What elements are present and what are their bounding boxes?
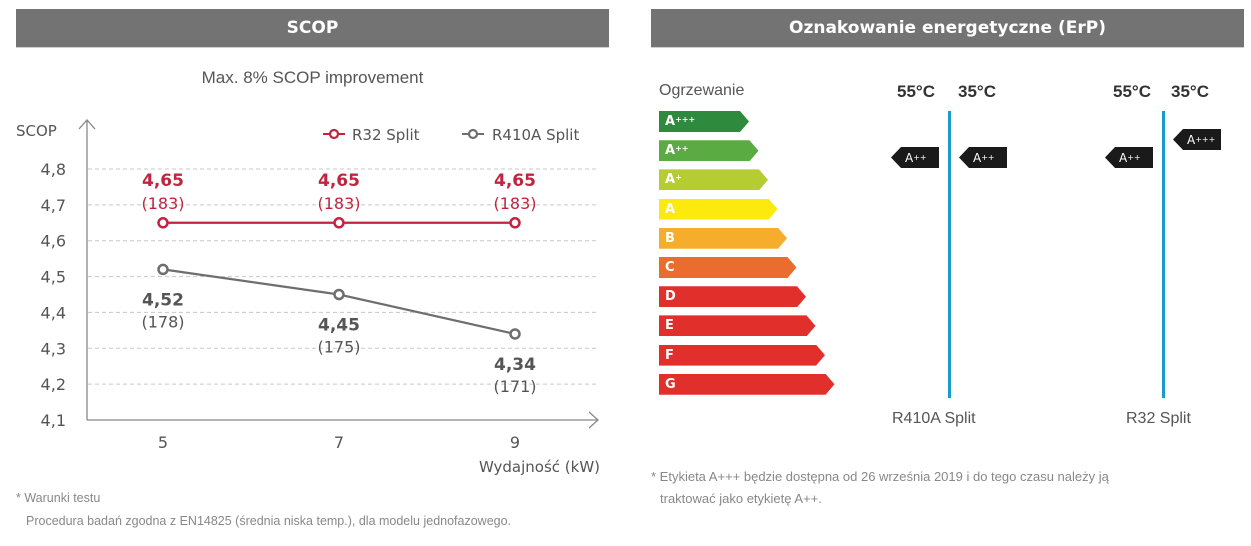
energy-class-plus: + <box>675 172 682 182</box>
legend-item-r32: R32 Split <box>323 126 420 144</box>
data-label-subvalue: (171) <box>493 377 536 396</box>
y-tick-label: 4,5 <box>41 268 66 287</box>
energy-class-letter: A <box>665 143 676 159</box>
scop-line-chart: 4,8 4,7 4,6 4,5 4,4 4,3 4,2 4,1 5 7 9 SCOP Wydajn… <box>16 119 600 476</box>
energy-class-bar: G <box>659 374 835 395</box>
x-axis-arrow <box>588 411 599 429</box>
energy-class-letter: E <box>665 318 674 334</box>
data-point <box>333 217 345 229</box>
data-label-subvalue: (183) <box>317 194 360 213</box>
x-tick-label: 9 <box>510 433 520 452</box>
erp-footnote-line2: traktować jako etykietę A++. <box>660 491 822 506</box>
energy-class-bar: D <box>659 286 806 307</box>
data-label-value: 4,34 <box>494 355 536 375</box>
data-label-value: 4,52 <box>142 290 184 310</box>
series-r32: 4,65 (183) 4,65 (183) 4,65 (183) <box>141 171 537 229</box>
energy-class-plus: +++ <box>675 114 696 124</box>
y-axis-label: SCOP <box>16 122 57 140</box>
energy-class-letter: G <box>665 376 676 392</box>
data-label-subvalue: (183) <box>141 194 184 213</box>
rating-sup: +++ <box>1195 134 1216 144</box>
data-point <box>157 217 169 229</box>
rating-tag-r32-35: A +++ <box>1173 129 1221 150</box>
y-tick-labels: 4,8 4,7 4,6 4,5 4,4 4,3 4,2 4,1 <box>41 160 66 430</box>
scop-header: SCOP <box>16 9 609 48</box>
rating-sup: ++ <box>913 152 927 162</box>
data-point <box>333 288 345 301</box>
series-r410a: 4,52 (178) 4,45 (175) 4,34 (171) <box>141 263 537 396</box>
energy-class-letter: A <box>665 114 676 129</box>
energy-class-plus: ++ <box>675 143 689 153</box>
energy-class-letter: A <box>665 201 676 217</box>
data-label-value: 4,65 <box>142 171 184 191</box>
y-tick-label: 4,4 <box>41 303 66 322</box>
energy-class-bar: C <box>659 257 797 278</box>
test-conditions-title: * Warunki testu <box>16 491 101 505</box>
data-point <box>509 217 521 229</box>
y-tick-label: 4,1 <box>41 411 66 430</box>
rating-tag-r32-55: A ++ <box>1105 147 1153 168</box>
unit-label-r32: R32 Split <box>1126 410 1191 427</box>
y-tick-label: 4,6 <box>41 232 66 251</box>
data-label-subvalue: (178) <box>141 312 184 331</box>
y-tick-label: 4,7 <box>41 196 66 215</box>
divider-r410a <box>948 111 951 398</box>
y-axis-arrow <box>78 119 96 130</box>
data-label-value: 4,45 <box>318 316 360 336</box>
chart-subtitle: Max. 8% SCOP improvement <box>201 68 424 87</box>
test-conditions-body: Procedura badań zgodna z EN14825 (średni… <box>26 514 512 528</box>
legend-item-r410a: R410A Split <box>462 126 579 144</box>
data-label-value: 4,65 <box>318 171 360 191</box>
energy-class-bar: A +++ <box>659 111 749 132</box>
x-axis-label: Wydajność (kW) <box>479 458 600 476</box>
legend-label-r32: R32 Split <box>352 126 420 144</box>
unit-label-r410a: R410A Split <box>892 410 976 427</box>
y-tick-label: 4,2 <box>41 375 66 394</box>
rating-base: A <box>1119 150 1128 165</box>
rating-tag-r410a-55: A ++ <box>891 147 939 168</box>
data-point <box>157 263 169 276</box>
temp-55-r410a: 55°C <box>897 82 935 101</box>
divider-r32 <box>1162 111 1165 398</box>
data-label-value: 4,65 <box>494 171 536 191</box>
energy-class-letter: D <box>665 289 676 305</box>
rating-base: A <box>905 150 914 165</box>
temp-35-r410a: 35°C <box>958 82 996 101</box>
energy-class-bar: F <box>659 345 825 366</box>
legend-label-r410a: R410A Split <box>492 126 579 144</box>
energy-class-bar: A <box>659 199 778 220</box>
rating-sup: ++ <box>1127 152 1141 162</box>
rating-sup: ++ <box>981 152 995 162</box>
energy-class-bar: A + <box>659 169 768 190</box>
y-tick-label: 4,8 <box>41 160 66 179</box>
x-tick-label: 7 <box>334 433 344 452</box>
energy-class-bar: B <box>659 228 787 249</box>
erp-footnote-line1: * Etykieta A+++ będzie dostępna od 26 wr… <box>651 469 1109 484</box>
energy-class-letter: F <box>665 347 674 363</box>
energy-class-bar: E <box>659 315 816 336</box>
data-label-subvalue: (183) <box>493 194 536 213</box>
energy-class-letter: B <box>665 230 675 246</box>
rating-base: A <box>973 150 982 165</box>
erp-header: Oznakowanie energetyczne (ErP) <box>651 9 1244 48</box>
data-point <box>509 328 521 340</box>
x-tick-label: 5 <box>158 433 168 452</box>
heating-label: Ogrzewanie <box>659 82 745 99</box>
energy-class-letter: A <box>665 172 676 188</box>
data-label-subvalue: (175) <box>317 338 360 357</box>
temp-55-r32: 55°C <box>1113 82 1151 101</box>
rating-tag-r410a-35: A ++ <box>959 147 1007 168</box>
legend: R32 Split R410A Split <box>323 126 579 144</box>
y-tick-label: 4,3 <box>41 339 66 358</box>
grid-lines <box>88 168 598 385</box>
energy-class-letter: C <box>665 260 675 275</box>
rating-base: A <box>1187 132 1196 147</box>
energy-class-bar: A ++ <box>659 140 759 161</box>
temp-35-r32: 35°C <box>1171 82 1209 101</box>
x-tick-labels: 5 7 9 <box>158 433 520 452</box>
